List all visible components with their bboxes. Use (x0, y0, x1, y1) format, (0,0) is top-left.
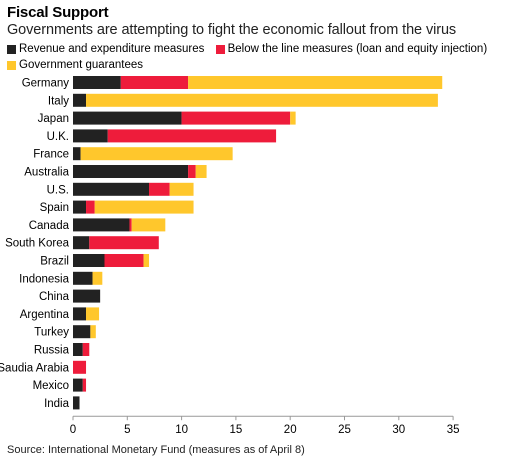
legend-label-revenue: Revenue and expenditure measures (19, 43, 205, 55)
bar-u-s-series-1 (73, 182, 150, 196)
bar-spain-series-2 (86, 200, 95, 214)
x-tick-label-15: 15 (230, 424, 243, 436)
x-tick-label-5: 5 (124, 424, 130, 436)
legend-label-guarantees: Government guarantees (19, 59, 144, 72)
bar-indonesia-series-1 (73, 271, 93, 285)
bar-china-series-1 (73, 289, 101, 303)
bar-turkey-series-3 (90, 325, 96, 339)
category-label-japan: Japan (38, 113, 69, 125)
legend-swatch-guarantees (7, 61, 16, 70)
x-tick-label-0: 0 (70, 424, 76, 436)
bar-u-s-series-3 (169, 182, 194, 196)
bar-mexico-series-1 (73, 378, 83, 392)
bar-saudia-arabia-series-2 (73, 360, 87, 374)
category-label-canada: Canada (29, 220, 70, 232)
bar-france-series-3 (80, 147, 233, 161)
category-label-indonesia: Indonesia (19, 273, 69, 285)
category-label-u-s: U.S. (47, 184, 69, 196)
bar-india-series-1 (73, 396, 80, 410)
category-label-turkey: Turkey (34, 327, 69, 339)
bar-germany-series-2 (120, 76, 189, 89)
bar-germany-series-1 (73, 76, 121, 89)
bar-germany-series-3 (188, 76, 443, 89)
bar-canada-series-1 (73, 218, 130, 232)
bar-japan-series-3 (290, 111, 296, 125)
bar-russia-series-1 (73, 343, 83, 356)
bar-u-s-series-2 (149, 182, 170, 196)
bar-australia-series-1 (73, 165, 189, 178)
category-label-italy: Italy (48, 95, 69, 107)
chart-title: Fiscal Support (7, 4, 109, 21)
bar-australia-series-2 (188, 165, 196, 178)
bar-indonesia-series-3 (92, 271, 103, 285)
x-tick-label-30: 30 (392, 424, 405, 436)
category-label-india: India (44, 398, 70, 410)
legend-label-below-line: Below the line measures (loan and equity… (227, 43, 488, 55)
bar-australia-series-3 (195, 165, 207, 178)
bar-brazil-series-1 (73, 254, 105, 267)
bar-spain-series-3 (94, 200, 194, 214)
source-note: Source: International Monetary Fund (mea… (7, 444, 305, 456)
x-tick-label-10: 10 (175, 424, 188, 436)
bar-south-korea-series-2 (89, 236, 159, 250)
bar-brazil-series-2 (104, 254, 144, 267)
bar-canada-series-3 (131, 218, 166, 232)
bar-turkey-series-1 (73, 325, 91, 339)
bar-mexico-series-2 (82, 378, 87, 392)
legend-item-guarantees: Government guarantees (7, 58, 143, 73)
bar-u-k-series-1 (73, 129, 108, 143)
bar-u-k-series-2 (107, 129, 277, 143)
bar-south-korea-series-1 (73, 236, 90, 250)
bar-russia-series-2 (82, 343, 90, 356)
x-tick-label-20: 20 (284, 424, 297, 436)
legend-item-below-line: Below the line measures (loan and equity… (215, 42, 488, 57)
category-label-argentina: Argentina (20, 309, 70, 321)
category-label-south-korea: South Korea (5, 238, 70, 250)
legend-swatch-revenue (7, 44, 16, 54)
x-tick-label-25: 25 (338, 424, 351, 436)
chart-plot: Germany Italy Japan U.K. France Australia U.S.… (0, 76, 460, 436)
x-tick-label-35: 35 (447, 424, 460, 436)
bar-brazil-series-3 (143, 254, 150, 267)
category-label-mexico: Mexico (33, 380, 69, 392)
chart-legend: Revenue and expenditure measures Below t… (7, 42, 512, 75)
chart-subtitle: Governments are attempting to fight the … (7, 22, 457, 38)
category-label-spain: Spain (40, 202, 69, 214)
category-label-australia: Australia (24, 167, 69, 179)
bar-spain-series-1 (73, 200, 87, 214)
legend-item-revenue: Revenue and expenditure measures (7, 42, 204, 57)
bar-canada-series-2 (129, 218, 132, 232)
category-label-brazil: Brazil (40, 256, 69, 268)
legend-swatch-below-line (215, 44, 225, 54)
category-label-germany: Germany (22, 78, 70, 90)
category-label-u-k: U.K. (47, 131, 69, 143)
bar-france-series-1 (73, 147, 81, 161)
bar-argentina-series-3 (86, 307, 100, 321)
bar-argentina-series-1 (73, 307, 87, 321)
bar-japan-series-1 (73, 111, 182, 125)
bar-italy-series-1 (73, 93, 87, 107)
category-label-saudia-arabia: Saudia Arabia (0, 362, 70, 374)
category-label-france: France (33, 149, 69, 161)
bar-italy-series-3 (86, 93, 438, 107)
bar-japan-series-2 (181, 111, 291, 125)
category-label-china: China (39, 291, 70, 303)
category-label-russia: Russia (34, 345, 70, 357)
